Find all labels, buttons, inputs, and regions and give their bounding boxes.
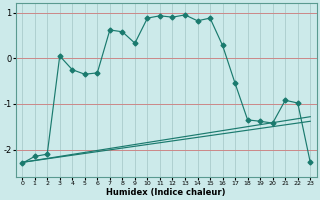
X-axis label: Humidex (Indice chaleur): Humidex (Indice chaleur) (107, 188, 226, 197)
